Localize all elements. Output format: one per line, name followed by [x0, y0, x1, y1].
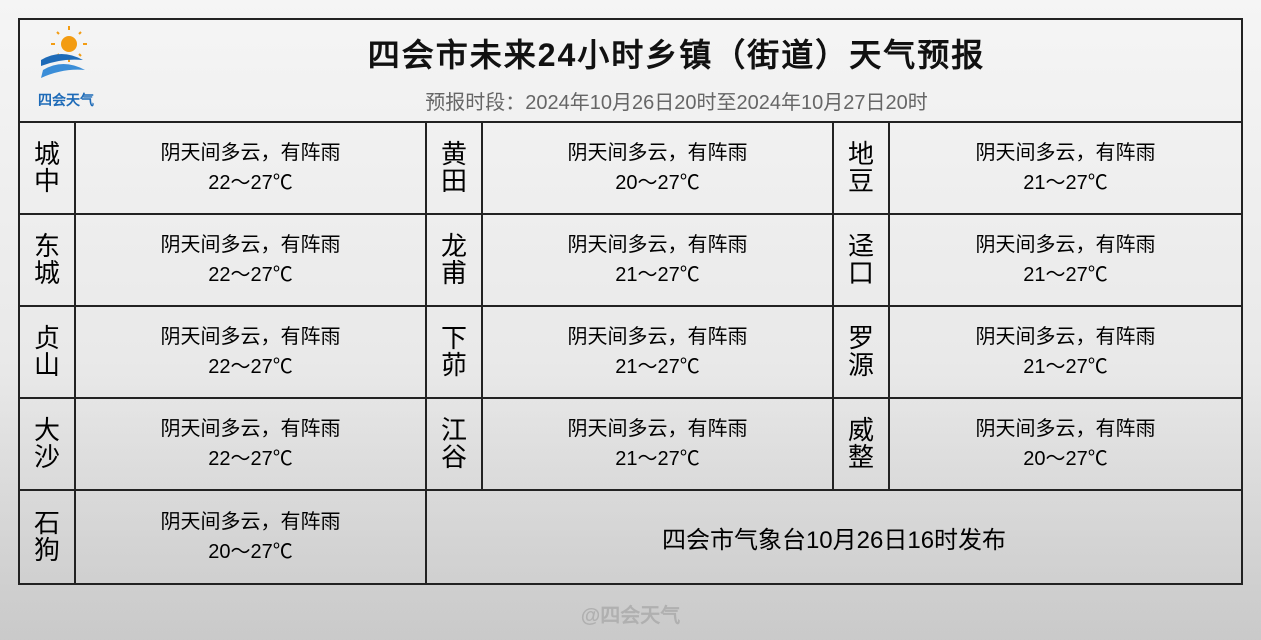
town-name: 江谷 — [427, 399, 483, 491]
forecast-desc: 阴天间多云，有阵雨 — [568, 322, 748, 352]
forecast-desc: 阴天间多云，有阵雨 — [161, 414, 341, 444]
town-name: 石狗 — [20, 491, 76, 583]
town-name: 城中 — [20, 123, 76, 215]
town-name: 东城 — [20, 215, 76, 307]
town-forecast: 阴天间多云，有阵雨 20～27℃ — [483, 123, 834, 215]
town-name: 迳口 — [834, 215, 890, 307]
forecast-desc: 阴天间多云，有阵雨 — [161, 230, 341, 260]
forecast-desc: 阴天间多云，有阵雨 — [161, 507, 341, 537]
forecast-desc: 阴天间多云，有阵雨 — [976, 322, 1156, 352]
town-name: 威整 — [834, 399, 890, 491]
town-name: 罗源 — [834, 307, 890, 399]
forecast-temp: 22～27℃ — [208, 352, 293, 382]
forecast-grid: 城中 阴天间多云，有阵雨 22～27℃ 黄田 阴天间多云，有阵雨 20～27℃ … — [20, 123, 1241, 583]
forecast-temp: 20～27℃ — [1023, 444, 1108, 474]
forecast-desc: 阴天间多云，有阵雨 — [161, 138, 341, 168]
forecast-temp: 21～27℃ — [1023, 352, 1108, 382]
table-frame: 四会天气 四会市未来24小时乡镇（街道）天气预报 预报时段：2024年10月26… — [18, 18, 1243, 585]
forecast-desc: 阴天间多云，有阵雨 — [161, 322, 341, 352]
forecast-temp: 21～27℃ — [615, 260, 700, 290]
town-name: 地豆 — [834, 123, 890, 215]
forecast-temp: 21～27℃ — [615, 444, 700, 474]
page-title: 四会市未来24小时乡镇（街道）天气预报 — [112, 30, 1241, 76]
town-forecast: 阴天间多云，有阵雨 21～27℃ — [483, 215, 834, 307]
town-forecast: 阴天间多云，有阵雨 20～27℃ — [76, 491, 427, 583]
town-name: 黄田 — [427, 123, 483, 215]
town-name: 大沙 — [20, 399, 76, 491]
forecast-temp: 22～27℃ — [208, 444, 293, 474]
forecast-desc: 阴天间多云，有阵雨 — [976, 414, 1156, 444]
title-block: 四会市未来24小时乡镇（街道）天气预报 预报时段：2024年10月26日20时至… — [112, 20, 1241, 121]
page-container: 四会天气 四会市未来24小时乡镇（街道）天气预报 预报时段：2024年10月26… — [0, 0, 1261, 603]
forecast-desc: 阴天间多云，有阵雨 — [568, 138, 748, 168]
forecast-desc: 阴天间多云，有阵雨 — [976, 230, 1156, 260]
forecast-temp: 22～27℃ — [208, 168, 293, 198]
town-name: 龙甫 — [427, 215, 483, 307]
town-forecast: 阴天间多云，有阵雨 22～27℃ — [76, 307, 427, 399]
weather-logo-icon — [31, 26, 101, 88]
forecast-desc: 阴天间多云，有阵雨 — [568, 230, 748, 260]
town-forecast: 阴天间多云，有阵雨 20～27℃ — [890, 399, 1241, 491]
town-forecast: 阴天间多云，有阵雨 22～27℃ — [76, 215, 427, 307]
town-forecast: 阴天间多云，有阵雨 21～27℃ — [890, 307, 1241, 399]
town-name: 下茆 — [427, 307, 483, 399]
town-forecast: 阴天间多云，有阵雨 21～27℃ — [483, 399, 834, 491]
forecast-temp: 21～27℃ — [1023, 260, 1108, 290]
forecast-temp: 21～27℃ — [615, 352, 700, 382]
logo-cell: 四会天气 — [20, 20, 112, 116]
town-forecast: 阴天间多云，有阵雨 21～27℃ — [890, 215, 1241, 307]
forecast-temp: 21～27℃ — [1023, 168, 1108, 198]
town-forecast: 阴天间多云，有阵雨 22～27℃ — [76, 123, 427, 215]
forecast-desc: 阴天间多云，有阵雨 — [976, 138, 1156, 168]
forecast-desc: 阴天间多云，有阵雨 — [568, 414, 748, 444]
forecast-temp: 20～27℃ — [615, 168, 700, 198]
page-subtitle: 预报时段：2024年10月26日20时至2024年10月27日20时 — [112, 86, 1241, 115]
town-forecast: 阴天间多云，有阵雨 21～27℃ — [483, 307, 834, 399]
forecast-temp: 20～27℃ — [208, 537, 293, 567]
town-name: 贞山 — [20, 307, 76, 399]
watermark-text: @四会天气 — [581, 599, 681, 628]
header-row: 四会天气 四会市未来24小时乡镇（街道）天气预报 预报时段：2024年10月26… — [20, 20, 1241, 123]
forecast-temp: 22～27℃ — [208, 260, 293, 290]
town-forecast: 阴天间多云，有阵雨 21～27℃ — [890, 123, 1241, 215]
town-forecast: 阴天间多云，有阵雨 22～27℃ — [76, 399, 427, 491]
logo-label: 四会天气 — [24, 90, 108, 110]
publish-info: 四会市气象台10月26日16时发布 — [427, 491, 1241, 583]
